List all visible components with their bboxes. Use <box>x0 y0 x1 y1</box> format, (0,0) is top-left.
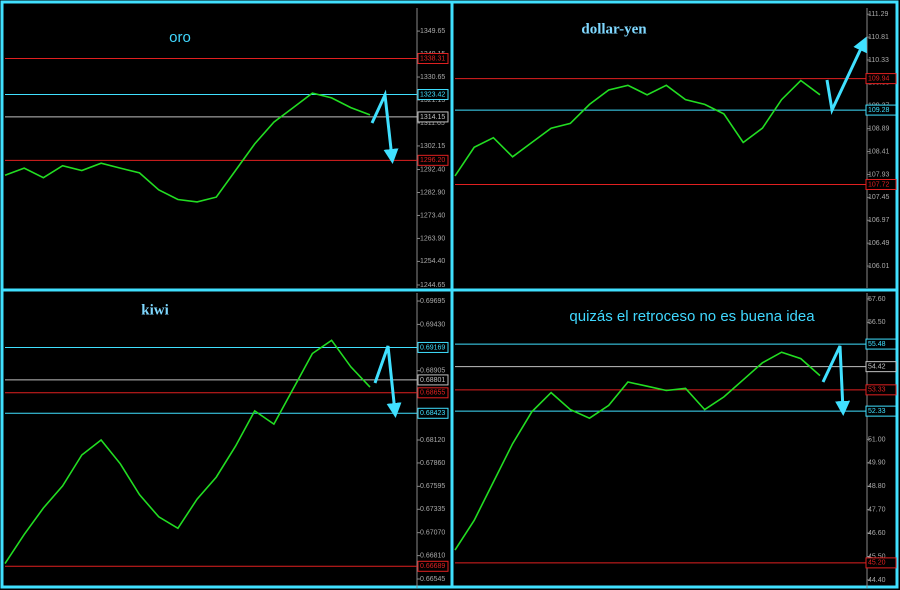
y-tick-label: 0.68120 <box>420 437 445 444</box>
level-label: 0.66689 <box>420 563 445 570</box>
price-line <box>454 351 821 551</box>
level-label: 52.33 <box>868 408 886 415</box>
level-label: 107.72 <box>868 181 890 188</box>
y-tick-label: 56.50 <box>868 319 886 326</box>
panel-title: quizás el retroceso no es buena idea <box>569 308 815 325</box>
y-tick-label: 51.00 <box>868 436 886 443</box>
y-tick-label: 0.68905 <box>420 368 445 375</box>
level-box <box>417 560 449 572</box>
panel-title: kiwi <box>141 302 169 318</box>
level-box <box>865 557 897 569</box>
level-label: 54.42 <box>868 363 886 370</box>
y-tick-label: 111.29 <box>868 11 888 18</box>
price-line <box>454 79 821 177</box>
level-label: 0.68655 <box>420 390 445 397</box>
level-label: 55.48 <box>868 341 886 348</box>
level-box <box>417 154 449 166</box>
y-tick-label: 0.66810 <box>420 552 445 559</box>
level-label: 0.68801 <box>420 377 445 384</box>
level-box <box>865 361 897 373</box>
level-label: 0.69169 <box>420 344 445 351</box>
level-box <box>865 73 897 85</box>
y-tick-label: 106.97 <box>868 217 890 224</box>
level-box <box>417 341 449 353</box>
y-tick-label: 107.93 <box>868 171 890 178</box>
y-tick-label: 0.69695 <box>420 298 445 305</box>
level-box <box>417 53 449 65</box>
y-tick-label: 110.33 <box>868 57 889 64</box>
level-box <box>417 111 449 123</box>
y-tick-label: 106.49 <box>868 240 890 247</box>
y-tick-label: 1273.40 <box>420 212 445 219</box>
level-box <box>865 384 897 396</box>
y-tick-label: 0.67335 <box>420 506 445 513</box>
level-label: 53.33 <box>868 387 886 394</box>
y-tick-label: 44.40 <box>868 577 886 584</box>
y-tick-label: 1321.15 <box>420 97 445 104</box>
y-tick-label: 110.81 <box>868 34 889 41</box>
level-label: 1338.31 <box>420 55 445 62</box>
y-tick-label: 45.50 <box>868 553 886 560</box>
y-tick-label: 107.45 <box>868 194 890 201</box>
level-label: 1296.20 <box>420 157 445 164</box>
y-tick-label: 108.41 <box>868 148 890 155</box>
level-box <box>417 387 449 399</box>
y-tick-label: 108.89 <box>868 126 890 133</box>
level-label: 1323.42 <box>420 91 445 98</box>
level-box <box>865 338 897 350</box>
level-box <box>417 407 449 419</box>
y-tick-label: 1244.65 <box>420 282 445 289</box>
arrows <box>370 36 867 418</box>
y-tick-label: 106.01 <box>868 263 890 270</box>
y-tick-label: 49.90 <box>868 460 886 467</box>
y-tick-label: 1330.65 <box>420 74 445 81</box>
y-tick-label: 1349.65 <box>420 28 445 35</box>
level-label: 109.28 <box>868 107 890 114</box>
y-tick-label: 1292.40 <box>420 166 445 173</box>
y-tick-label: 1263.90 <box>420 235 445 242</box>
level-box <box>417 374 449 386</box>
price-line <box>4 339 371 565</box>
y-tick-label: 57.60 <box>868 296 886 303</box>
y-tick-label: 1282.90 <box>420 189 445 196</box>
y-tick-label: 0.67595 <box>420 483 445 490</box>
panel-title: oro <box>169 29 191 46</box>
y-tick-label: 0.67070 <box>420 530 445 537</box>
panel-title: dollar-yen <box>581 21 647 37</box>
level-label: 109.94 <box>868 75 890 82</box>
level-label: 1314.15 <box>420 114 445 121</box>
price-line <box>4 92 371 203</box>
level-box <box>865 104 897 116</box>
y-tick-label: 48.80 <box>868 483 886 490</box>
y-tick-label: 1302.15 <box>420 143 445 150</box>
plots: 1349.651340.151330.651321.151311.651302.… <box>4 8 897 588</box>
level-label: 0.68423 <box>420 410 445 417</box>
y-tick-label: 0.69430 <box>420 321 445 328</box>
level-box <box>865 178 897 190</box>
level-label: 45.20 <box>868 560 886 567</box>
y-tick-label: 0.66545 <box>420 576 445 583</box>
level-box <box>865 405 897 417</box>
y-tick-label: 1254.40 <box>420 258 445 265</box>
y-tick-label: 46.60 <box>868 530 886 537</box>
y-tick-label: 47.70 <box>868 507 886 514</box>
y-tick-label: 0.67860 <box>420 460 445 467</box>
level-box <box>417 89 449 101</box>
y-tick-label: 1311.65 <box>420 120 445 127</box>
